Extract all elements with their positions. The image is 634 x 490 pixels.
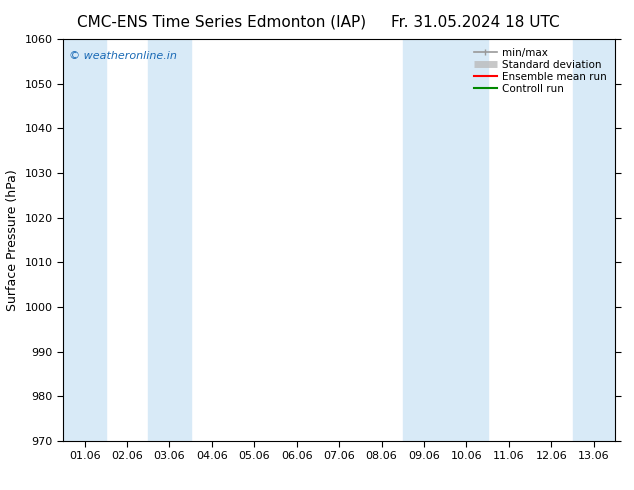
Text: Fr. 31.05.2024 18 UTC: Fr. 31.05.2024 18 UTC: [391, 15, 560, 30]
Bar: [63, 39, 106, 441]
Bar: [403, 39, 488, 441]
Text: CMC-ENS Time Series Edmonton (IAP): CMC-ENS Time Series Edmonton (IAP): [77, 15, 366, 30]
Bar: [573, 39, 615, 441]
Text: © weatheronline.in: © weatheronline.in: [69, 51, 177, 61]
Bar: [148, 39, 191, 441]
Legend: min/max, Standard deviation, Ensemble mean run, Controll run: min/max, Standard deviation, Ensemble me…: [470, 45, 610, 97]
Y-axis label: Surface Pressure (hPa): Surface Pressure (hPa): [6, 169, 19, 311]
